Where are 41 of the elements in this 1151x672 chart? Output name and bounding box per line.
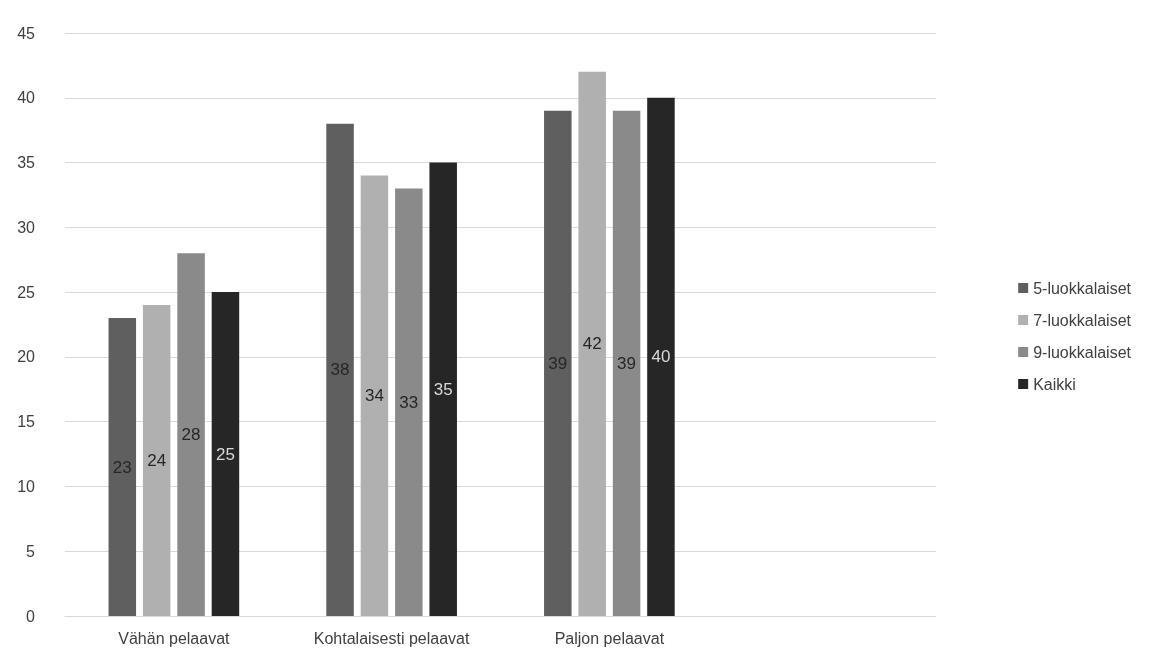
bar (108, 318, 137, 616)
data-label: 40 (651, 347, 671, 367)
bar (544, 110, 572, 616)
y-tick-label: 45 (17, 24, 36, 42)
y-tick-label: 20 (17, 348, 36, 366)
bar (612, 110, 641, 616)
bar (578, 71, 606, 616)
data-label: 35 (433, 379, 453, 399)
bar (177, 253, 205, 616)
bar (326, 123, 354, 616)
y-tick-label: 30 (17, 218, 36, 236)
bar (142, 305, 171, 616)
legend-label: 7-luokkalaiset (1033, 311, 1132, 329)
bar (360, 175, 389, 616)
legend-label: 9-luokkalaiset (1033, 343, 1132, 361)
y-tick-label: 25 (17, 283, 36, 301)
bar (647, 97, 675, 616)
y-tick-label: 5 (26, 542, 36, 560)
legend-label: Kaikki (1033, 375, 1076, 393)
bar (211, 292, 240, 616)
legend-label: 5-luokkalaiset (1033, 279, 1132, 297)
y-tick-label: 35 (17, 154, 36, 172)
data-label: 25 (215, 444, 235, 464)
y-tick-label: 40 (17, 89, 36, 107)
data-label: 33 (399, 392, 419, 412)
data-label: 23 (112, 457, 132, 477)
x-tick-label: Paljon pelaavat (554, 629, 665, 647)
data-label: 34 (364, 386, 384, 406)
bar (395, 188, 423, 616)
y-tick-label: 10 (17, 477, 36, 495)
bar (429, 162, 457, 616)
y-tick-label: 15 (17, 413, 36, 431)
y-tick-label: 0 (26, 607, 36, 625)
data-label: 42 (582, 334, 602, 354)
data-label: 38 (330, 360, 350, 380)
data-label: 39 (548, 353, 568, 373)
x-tick-label: Kohtalaisesti pelaavat (313, 629, 471, 647)
x-tick-label: Vähän pelaavat (118, 629, 231, 647)
data-label: 28 (181, 425, 201, 445)
data-label: 24 (147, 451, 167, 471)
data-label: 39 (617, 353, 637, 373)
